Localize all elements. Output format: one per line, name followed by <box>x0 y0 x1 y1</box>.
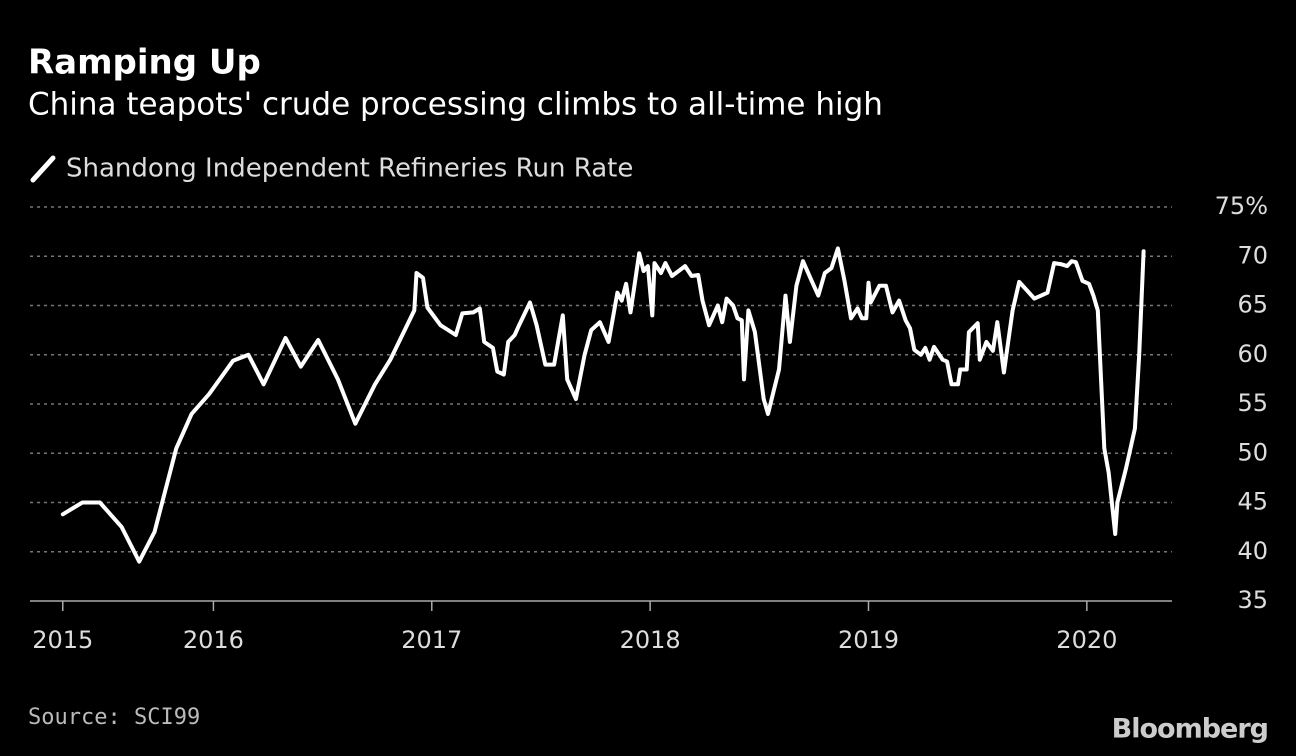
x-tick-label: 2019 <box>838 626 899 654</box>
source: Source: SCI99 <box>28 705 200 730</box>
chart-subtitle: China teapots' crude processing climbs t… <box>28 87 883 123</box>
y-tick-label: 40 <box>1237 537 1268 565</box>
x-tick-label: 2015 <box>32 626 93 654</box>
x-tick-label: 2018 <box>620 626 681 654</box>
y-tick-label: 35 <box>1237 586 1268 614</box>
y-tick-label: 60 <box>1237 340 1268 368</box>
y-tick-label: 45 <box>1237 488 1268 516</box>
data-line <box>60 246 1146 564</box>
y-tick-label: 65 <box>1237 291 1268 319</box>
brand-logo: Bloomberg <box>1112 714 1268 745</box>
y-tick-label: 75% <box>1215 192 1268 220</box>
y-tick-label: 55 <box>1237 389 1268 417</box>
x-tick-label: 2020 <box>1056 626 1117 654</box>
y-tick-label: 70 <box>1237 241 1268 269</box>
legend-swatch <box>30 155 56 183</box>
x-tick-label: 2017 <box>401 626 462 654</box>
y-tick-label: 50 <box>1237 438 1268 466</box>
legend-label: Shandong Independent Refineries Run Rate <box>66 154 633 184</box>
x-tick-label: 2016 <box>183 626 244 654</box>
chart-title: Ramping Up <box>28 43 261 83</box>
